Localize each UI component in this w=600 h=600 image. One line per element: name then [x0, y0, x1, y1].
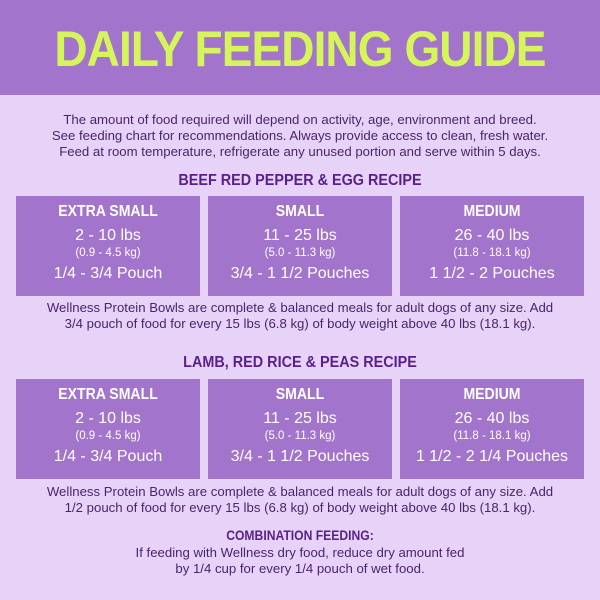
size-card-small: SMALL 11 - 25 lbs (5.0 - 11.3 kg) 3/4 - …	[208, 379, 392, 479]
recipe-lamb-note: Wellness Protein Bowls are complete & ba…	[10, 484, 590, 516]
intro-line: The amount of food required will depend …	[63, 112, 537, 127]
recipe-title-beef: BEEF RED PEPPER & EGG RECIPE	[178, 172, 422, 189]
weight-kg: (11.8 - 18.1 kg)	[453, 430, 531, 442]
recipe-beef-note: Wellness Protein Bowls are complete & ba…	[10, 300, 590, 332]
combination-line: by 1/4 cup for every 1/4 pouch of wet fo…	[175, 561, 425, 576]
weight-lbs: 26 - 40 lbs	[454, 410, 530, 427]
size-name: EXTRA SMALL	[58, 386, 158, 403]
size-name: MEDIUM	[463, 203, 521, 220]
weight-lbs: 26 - 40 lbs	[454, 227, 530, 244]
intro-line: See feeding chart for recommendations. A…	[51, 128, 549, 143]
weight-lbs: 2 - 10 lbs	[75, 227, 141, 244]
pouch-amount: 3/4 - 1 1/2 Pouches	[230, 265, 370, 282]
combination-feeding-text: If feeding with Wellness dry food, reduc…	[0, 545, 600, 577]
pouch-amount: 1/4 - 3/4 Pouch	[53, 265, 163, 282]
combination-line: If feeding with Wellness dry food, reduc…	[135, 545, 465, 560]
intro-line: Feed at room temperature, refrigerate an…	[59, 144, 541, 159]
size-card-small: SMALL 11 - 25 lbs (5.0 - 11.3 kg) 3/4 - …	[208, 196, 392, 296]
pouch-amount: 1/4 - 3/4 Pouch	[53, 448, 163, 465]
weight-lbs: 11 - 25 lbs	[263, 227, 337, 244]
size-card-extra-small: EXTRA SMALL 2 - 10 lbs (0.9 - 4.5 kg) 1/…	[16, 196, 200, 296]
pouch-amount: 1 1/2 - 2 Pouches	[429, 265, 555, 282]
size-card-medium: MEDIUM 26 - 40 lbs (11.8 - 18.1 kg) 1 1/…	[400, 379, 584, 479]
pouch-amount: 1 1/2 - 2 1/4 Pouches	[415, 448, 569, 465]
size-name: SMALL	[275, 386, 325, 403]
weight-lbs: 11 - 25 lbs	[263, 410, 337, 427]
size-name: MEDIUM	[463, 386, 521, 403]
header-banner: DAILY FEEDING GUIDE	[0, 0, 600, 95]
note-line: Wellness Protein Bowls are complete & ba…	[46, 484, 554, 499]
recipe-lamb-cards: EXTRA SMALL 2 - 10 lbs (0.9 - 4.5 kg) 1/…	[16, 379, 584, 479]
weight-kg: (5.0 - 11.3 kg)	[264, 430, 336, 442]
size-name: EXTRA SMALL	[58, 203, 158, 220]
size-card-medium: MEDIUM 26 - 40 lbs (11.8 - 18.1 kg) 1 1/…	[400, 196, 584, 296]
size-card-extra-small: EXTRA SMALL 2 - 10 lbs (0.9 - 4.5 kg) 1/…	[16, 379, 200, 479]
note-line: 3/4 pouch of food for every 15 lbs (6.8 …	[64, 316, 536, 331]
combination-feeding-title: COMBINATION FEEDING:	[226, 528, 374, 543]
note-line: 1/2 pouch of food for every 15 lbs (6.8 …	[64, 500, 536, 515]
weight-lbs: 2 - 10 lbs	[75, 410, 141, 427]
pouch-amount: 3/4 - 1 1/2 Pouches	[230, 448, 370, 465]
recipe-title-lamb: LAMB, RED RICE & PEAS RECIPE	[183, 354, 417, 371]
page-title: DAILY FEEDING GUIDE	[54, 20, 546, 77]
weight-kg: (11.8 - 18.1 kg)	[453, 247, 531, 259]
weight-kg: (0.9 - 4.5 kg)	[75, 247, 141, 259]
intro-text: The amount of food required will depend …	[20, 112, 580, 160]
size-name: SMALL	[275, 203, 325, 220]
note-line: Wellness Protein Bowls are complete & ba…	[46, 300, 554, 315]
recipe-beef-cards: EXTRA SMALL 2 - 10 lbs (0.9 - 4.5 kg) 1/…	[16, 196, 584, 296]
weight-kg: (5.0 - 11.3 kg)	[264, 247, 336, 259]
weight-kg: (0.9 - 4.5 kg)	[75, 430, 141, 442]
